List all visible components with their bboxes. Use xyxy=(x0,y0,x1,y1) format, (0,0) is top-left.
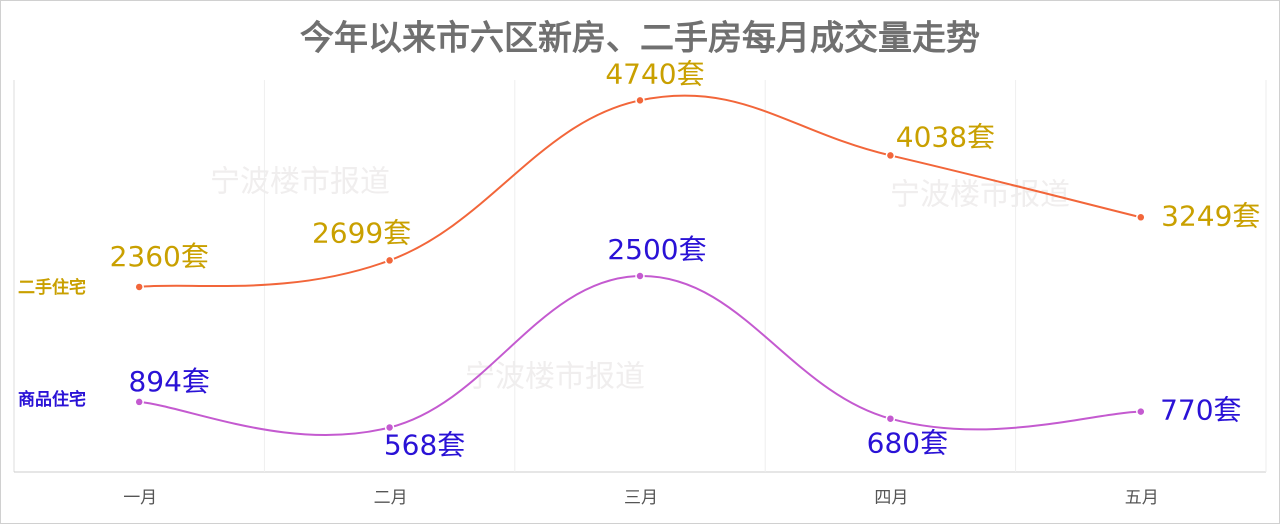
data-label: 770套 xyxy=(1160,394,1241,427)
x-tick-label: 四月 xyxy=(874,488,908,508)
point xyxy=(1136,212,1146,223)
point xyxy=(134,397,144,407)
point xyxy=(1136,406,1146,417)
point xyxy=(635,271,645,281)
x-tick-label: 一月 xyxy=(123,488,157,508)
chart-title: 今年以来市六区新房、二手房每月成交量走势 xyxy=(300,19,980,59)
data-label: 568套 xyxy=(384,428,465,461)
x-tick-label: 二月 xyxy=(374,488,408,508)
point xyxy=(384,422,395,433)
legend-label: 二手住宅 xyxy=(18,277,86,298)
data-label: 894套 xyxy=(128,365,209,398)
data-label: 4038套 xyxy=(896,120,995,153)
data-label: 2699套 xyxy=(312,216,411,249)
watermark: 宁波楼市报道 xyxy=(890,178,1070,213)
data-label: 4740套 xyxy=(605,57,704,90)
data-label: 3249套 xyxy=(1161,199,1260,232)
watermark: 宁波楼市报道 xyxy=(465,360,645,395)
x-tick-label: 五月 xyxy=(1125,488,1159,508)
watermark: 宁波楼市报道 xyxy=(210,165,390,200)
legend-label: 商品住宅 xyxy=(18,389,86,410)
data-label: 2500套 xyxy=(607,233,706,266)
point xyxy=(384,255,395,266)
x-tick-label: 三月 xyxy=(624,488,658,508)
point xyxy=(134,282,144,292)
data-label: 680套 xyxy=(867,427,948,460)
point xyxy=(635,95,645,106)
data-label: 2360套 xyxy=(110,240,209,273)
point xyxy=(885,413,896,424)
point xyxy=(885,150,896,161)
